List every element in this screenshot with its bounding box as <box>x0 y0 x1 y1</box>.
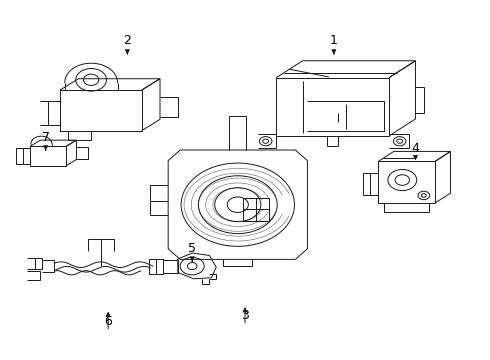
Text: 5: 5 <box>188 242 196 255</box>
Text: 7: 7 <box>42 131 49 144</box>
Text: 3: 3 <box>241 309 249 322</box>
Text: 6: 6 <box>104 315 112 328</box>
Text: 4: 4 <box>412 142 419 155</box>
Text: 2: 2 <box>123 34 131 47</box>
Text: 1: 1 <box>330 34 338 47</box>
